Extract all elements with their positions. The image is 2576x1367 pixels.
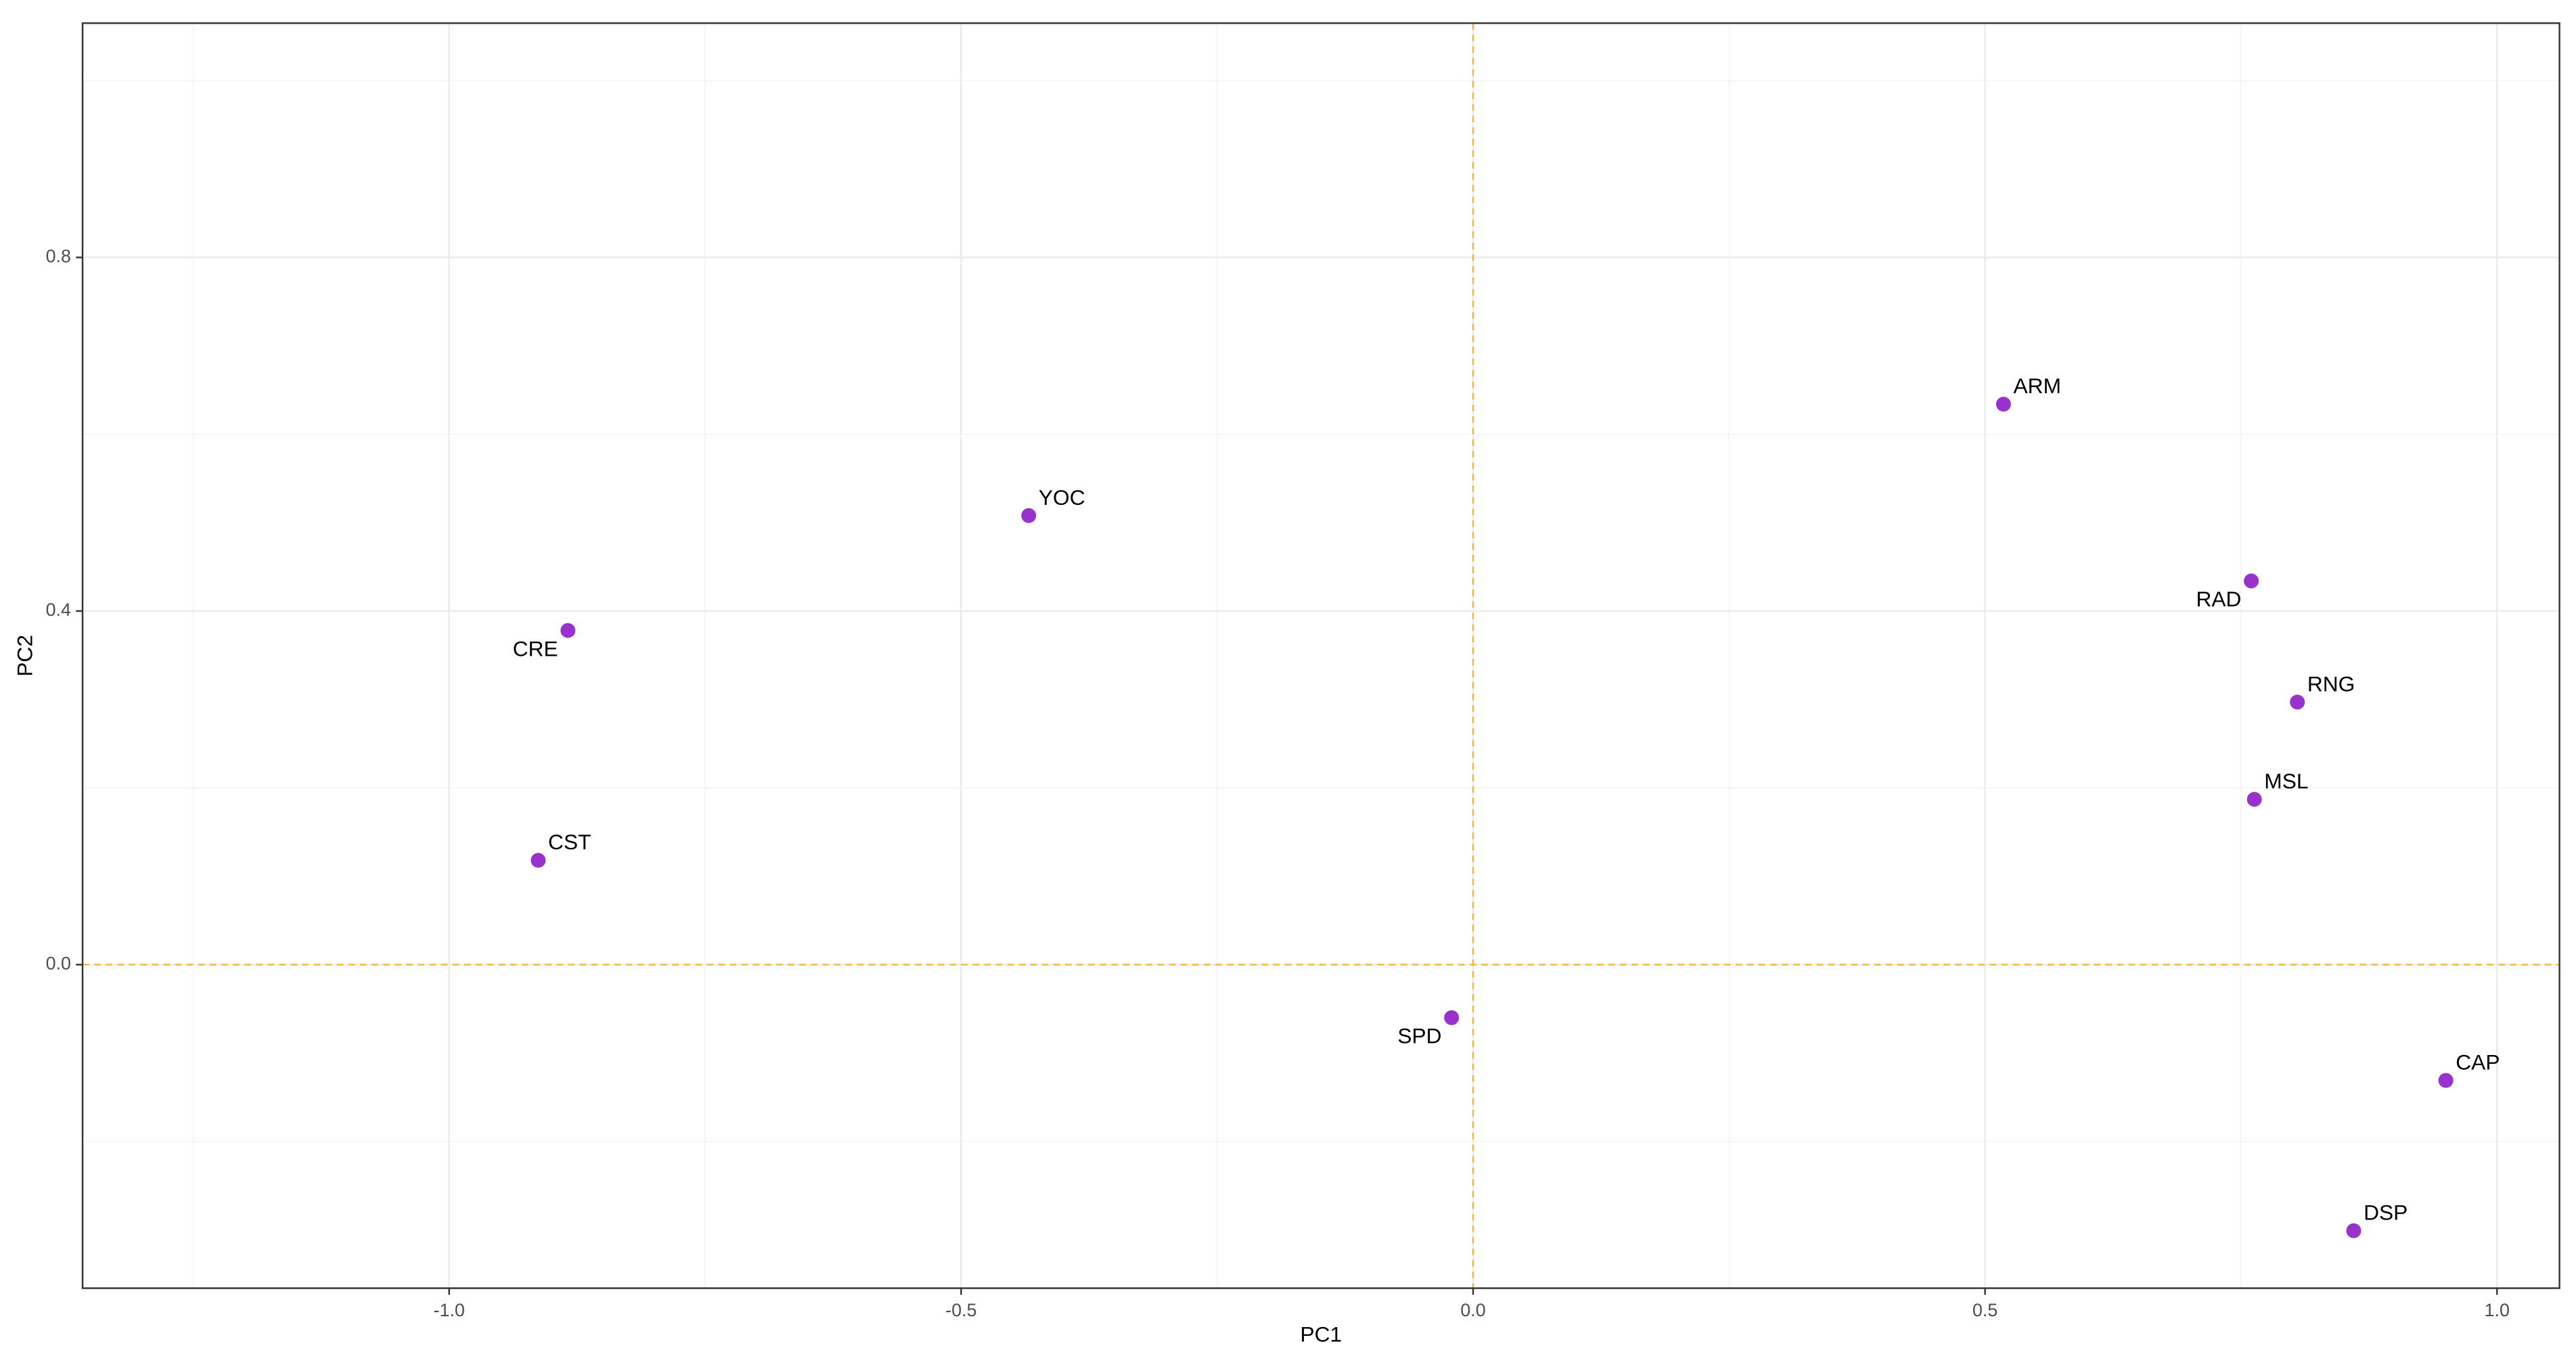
point [2246, 792, 2262, 807]
x-tick-label: 0.0 [1460, 1300, 1485, 1320]
y-tick-label: 0.4 [46, 600, 71, 620]
y-tick-label: 0.8 [46, 246, 71, 266]
x-tick-label: -0.5 [945, 1300, 976, 1320]
point [2244, 573, 2259, 589]
point-label: CAP [2456, 1050, 2500, 1075]
point [530, 853, 546, 868]
point [2438, 1073, 2454, 1088]
point-label: CST [548, 830, 591, 854]
point-label: CRE [513, 636, 558, 660]
x-axis-title: PC1 [1300, 1322, 1342, 1347]
point [2346, 1223, 2362, 1238]
x-tick-label: 0.5 [1972, 1300, 1997, 1320]
point-label: MSL [2264, 769, 2308, 793]
point [1444, 1010, 1460, 1025]
y-tick-label: 0.0 [46, 954, 71, 974]
point-label: RNG [2307, 671, 2355, 696]
point [1021, 508, 1037, 523]
x-tick-label: -1.0 [434, 1300, 465, 1320]
y-axis-title: PC2 [12, 635, 37, 677]
panel-border [81, 22, 2560, 1289]
point [1995, 397, 2011, 412]
point-label: DSP [2364, 1201, 2408, 1225]
point [560, 623, 576, 638]
point-label: ARM [2014, 374, 2062, 398]
point-label: RAD [2196, 587, 2241, 611]
point-label: SPD [1397, 1023, 1441, 1048]
x-tick-label: 1.0 [2485, 1300, 2510, 1320]
point-label: YOC [1039, 485, 1085, 510]
point [2290, 694, 2305, 710]
